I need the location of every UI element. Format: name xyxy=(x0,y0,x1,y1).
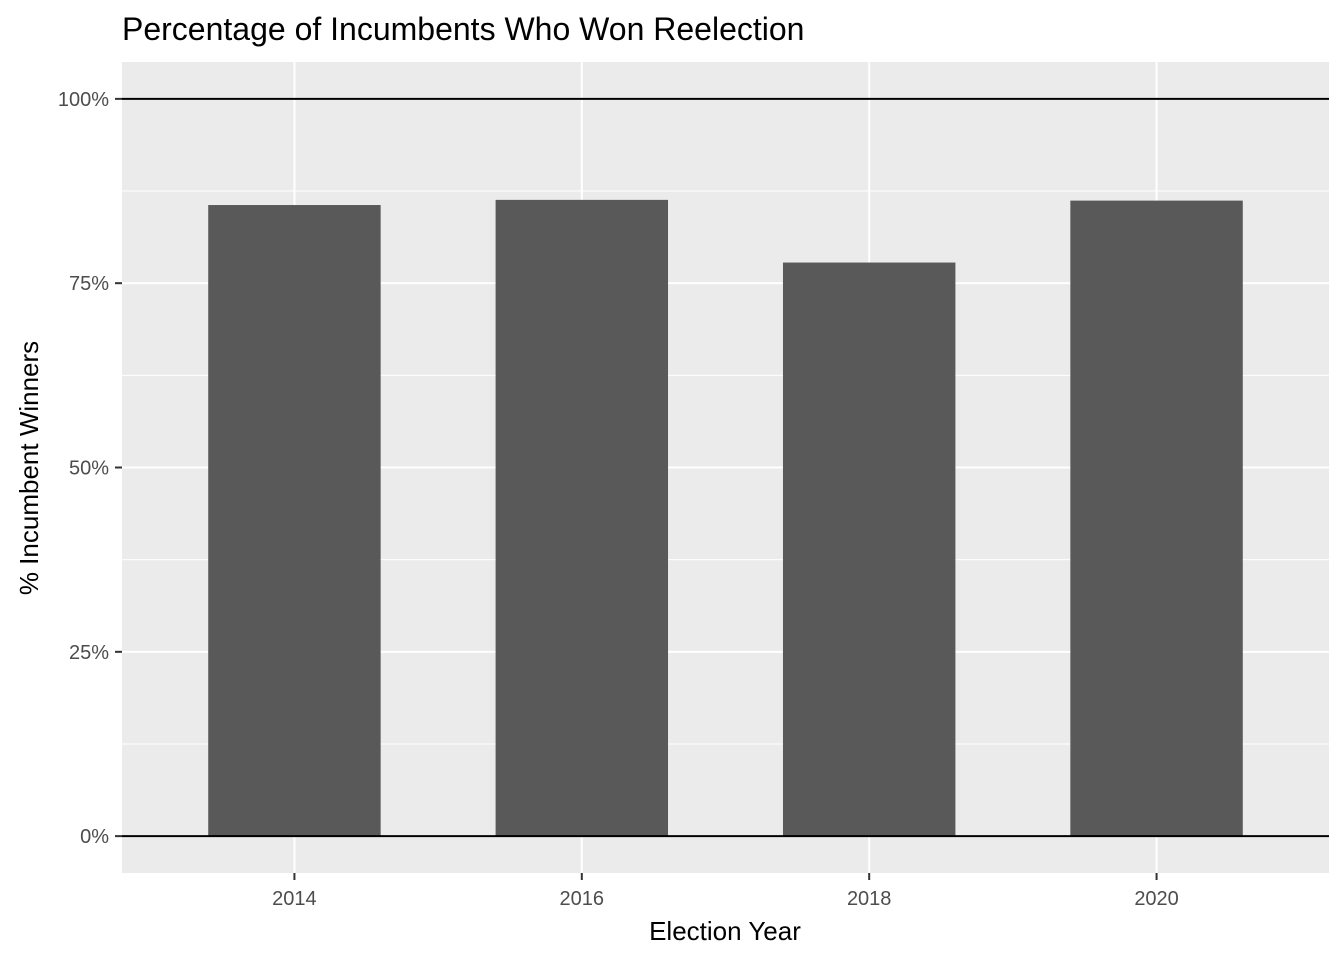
y-tick-label: 0% xyxy=(80,826,109,848)
x-tick-label: 2020 xyxy=(1134,888,1179,910)
bar-2016 xyxy=(495,199,669,837)
bar-2018 xyxy=(782,262,956,837)
y-tick-label: 50% xyxy=(69,458,109,480)
y-tick-label: 75% xyxy=(69,273,109,295)
y-tick-label: 100% xyxy=(58,89,109,111)
x-axis-title: Election Year xyxy=(649,916,801,946)
x-tick-label: 2018 xyxy=(847,888,892,910)
y-axis: 0% 25% 50% 75% 100% xyxy=(58,89,122,848)
chart-title: Percentage of Incumbents Who Won Reelect… xyxy=(122,11,804,47)
bar-2020 xyxy=(1070,200,1243,837)
bars xyxy=(208,199,1243,837)
y-axis-title: % Incumbent Winners xyxy=(14,341,44,595)
x-tick-label: 2014 xyxy=(272,888,317,910)
bar-2014 xyxy=(208,205,381,837)
reference-lines xyxy=(122,97,1329,838)
x-tick-label: 2016 xyxy=(560,888,605,910)
y-tick-label: 25% xyxy=(69,642,109,664)
x-axis: 2014 2016 2018 2020 xyxy=(272,873,1179,910)
